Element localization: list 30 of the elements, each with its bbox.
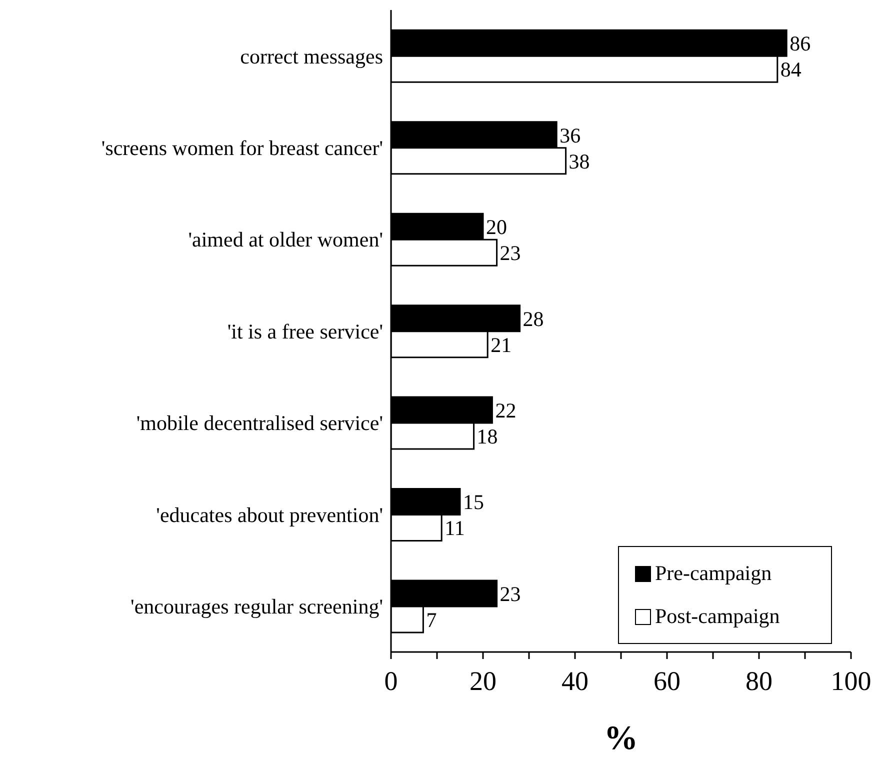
y-tick-label: 'it is a free service' xyxy=(227,319,383,344)
data-label: 23 xyxy=(500,582,521,606)
data-label: 7 xyxy=(426,608,437,632)
y-tick-label: 'mobile decentralised service' xyxy=(136,411,383,436)
data-label: 86 xyxy=(790,32,811,56)
y-tick-label: 'educates about prevention' xyxy=(156,502,383,527)
data-label: 38 xyxy=(568,149,590,174)
data-label: 28 xyxy=(522,306,544,331)
data-label: 15 xyxy=(463,490,484,514)
data-label: 22 xyxy=(495,398,516,422)
y-tick-label: 'aimed at older women' xyxy=(188,228,383,252)
x-tick-label: 60 xyxy=(654,666,680,696)
y-tick-label: 'encourages regular screening' xyxy=(130,594,383,619)
y-tick-label: 'screens women for breast cancer' xyxy=(101,136,383,160)
x-tick-label: 100 xyxy=(830,666,872,696)
data-label: 11 xyxy=(444,516,465,540)
x-tick-label: 0 xyxy=(384,666,398,696)
data-label: 20 xyxy=(486,215,507,240)
data-label: 18 xyxy=(476,424,498,448)
legend-label: Post-campaign xyxy=(655,604,780,629)
x-tick-label: 40 xyxy=(562,666,588,696)
x-tick-label: 80 xyxy=(746,666,772,696)
x-axis-title: % xyxy=(604,720,638,757)
y-tick-label: correct messages xyxy=(240,44,383,68)
data-label: 21 xyxy=(490,332,512,357)
data-label: 84 xyxy=(780,58,802,82)
x-tick-label: 20 xyxy=(470,666,496,696)
data-label: 23 xyxy=(500,241,521,266)
legend-label: Pre-campaign xyxy=(655,561,772,586)
data-label: 36 xyxy=(560,123,581,148)
